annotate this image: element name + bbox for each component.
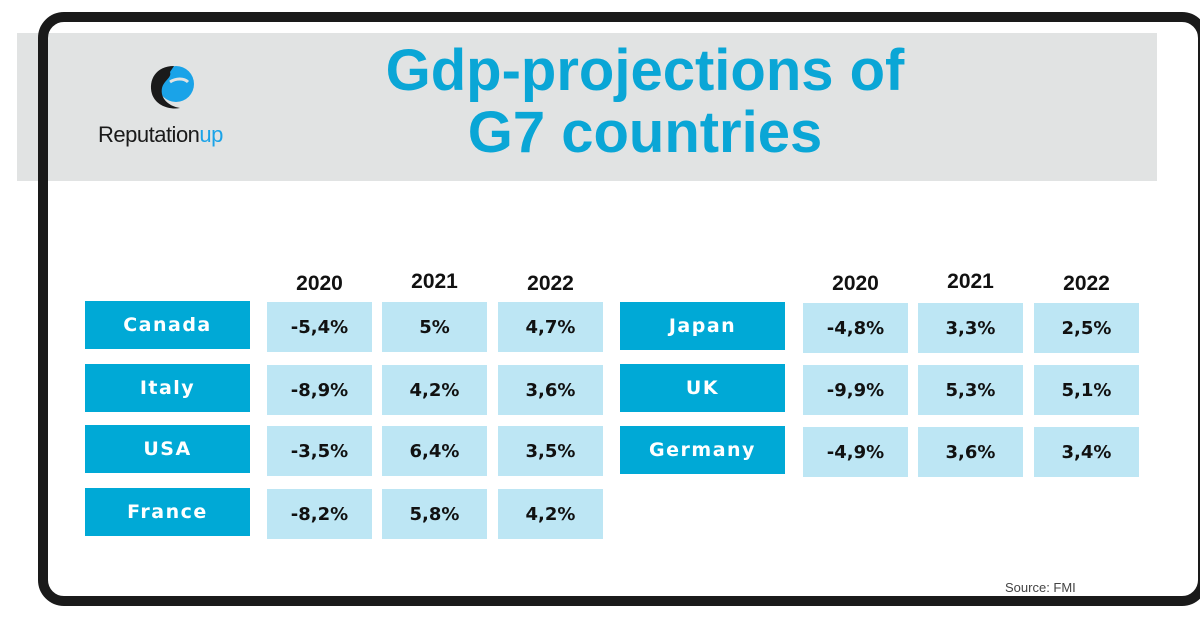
value-cell: 4,7%	[498, 302, 603, 352]
value-cell: 3,6%	[498, 365, 603, 415]
value-cell: -3,5%	[267, 426, 372, 476]
title-line-1: Gdp-projections of	[385, 38, 905, 103]
column-header-2022: 2022	[1063, 272, 1110, 295]
country-label: France	[85, 488, 250, 536]
source-note: Source: FMI	[1005, 580, 1076, 595]
value-cell: 4,2%	[498, 489, 603, 539]
value-cell: 5%	[382, 302, 487, 352]
column-header-2020: 2020	[832, 272, 879, 295]
value-cell: -8,9%	[267, 365, 372, 415]
value-cell: 6,4%	[382, 426, 487, 476]
value-cell: 5,8%	[382, 489, 487, 539]
country-label: Italy	[85, 364, 250, 412]
title-line-2: G7 countries	[467, 100, 823, 165]
value-cell: -4,8%	[803, 303, 908, 353]
value-cell: 3,3%	[918, 303, 1023, 353]
value-cell: 4,2%	[382, 365, 487, 415]
value-cell: 3,4%	[1034, 427, 1139, 477]
country-label: Japan	[620, 302, 785, 350]
frame-border	[38, 12, 1200, 606]
value-cell: 5,1%	[1034, 365, 1139, 415]
country-label: Germany	[620, 426, 785, 474]
country-label: UK	[620, 364, 785, 412]
value-cell: -9,9%	[803, 365, 908, 415]
logo-mark-icon	[150, 66, 194, 109]
column-header-2022: 2022	[527, 272, 574, 295]
value-cell: -8,2%	[267, 489, 372, 539]
value-cell: 5,3%	[918, 365, 1023, 415]
value-cell: 3,5%	[498, 426, 603, 476]
column-header-2021: 2021	[947, 270, 994, 293]
value-cell: 2,5%	[1034, 303, 1139, 353]
header-band	[17, 33, 1157, 181]
column-header-2021: 2021	[411, 270, 458, 293]
reputationup-logo: Reputationup	[98, 62, 258, 152]
value-cell: -5,4%	[267, 302, 372, 352]
column-header-2020: 2020	[296, 272, 343, 295]
value-cell: -4,9%	[803, 427, 908, 477]
country-label: USA	[85, 425, 250, 473]
logo-text: Reputationup	[98, 122, 223, 147]
country-label: Canada	[85, 301, 250, 349]
value-cell: 3,6%	[918, 427, 1023, 477]
page-title: Gdp-projections of G7 countries	[340, 40, 950, 164]
